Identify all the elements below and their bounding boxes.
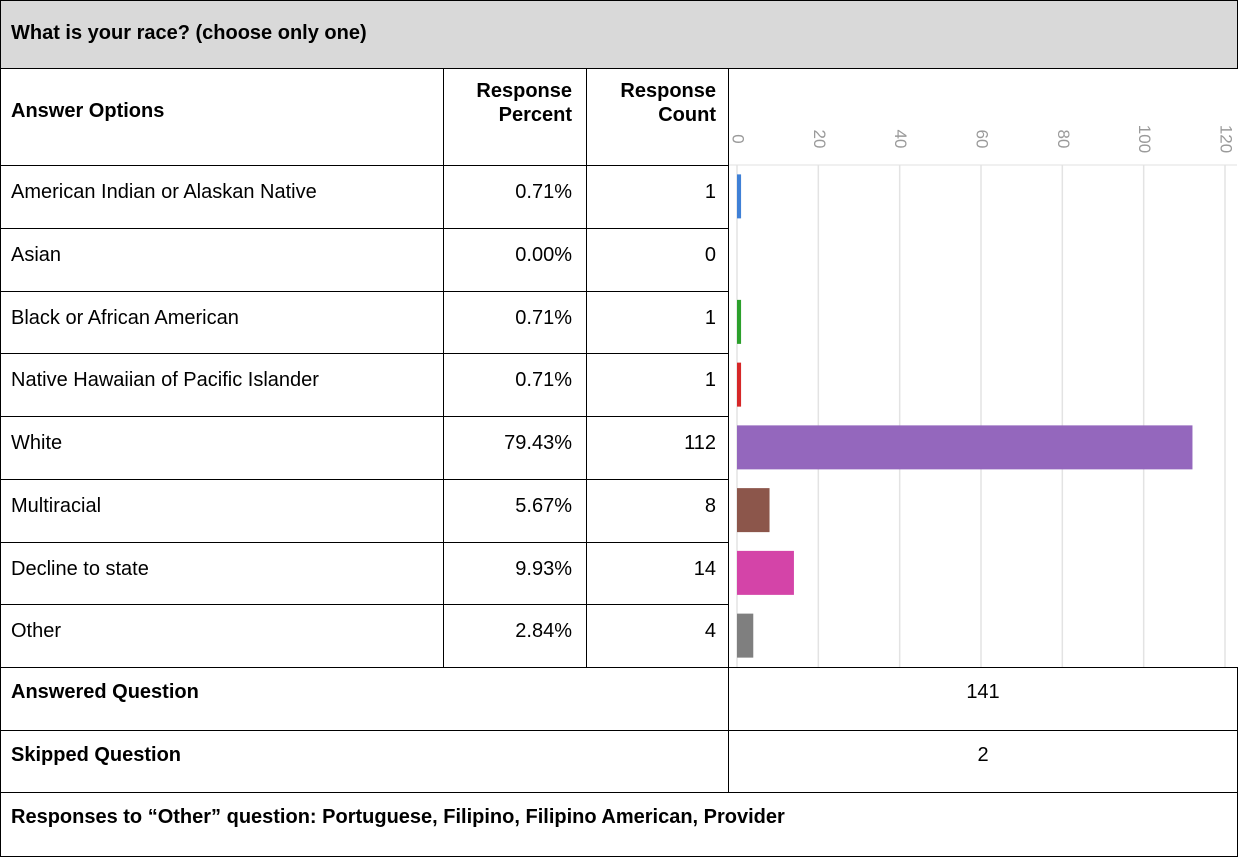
option-cell-text: White [11,432,63,454]
option-cell-text: Multiracial [11,495,102,517]
option-cell: Native Hawaiian of Pacific Islander [0,353,444,417]
count-cell: 14 [586,542,729,605]
summary-label-text: Answered Question [11,681,199,703]
percent-cell: 0.00% [443,228,587,292]
x-tick-label: 80 [1054,130,1073,149]
option-cell-text: Decline to state [11,558,149,580]
x-tick-label: 40 [891,130,910,149]
count-cell: 1 [586,353,729,417]
bar-chart: 0 20 40 60 80 100 120 [729,125,1237,667]
percent-cell: 0.71% [443,291,587,354]
title: What is your race? (choose only one) [0,0,1238,69]
note-text: Responses to “Other” question: Portugues… [11,806,785,828]
header: Answer Options [0,68,444,166]
bar [737,299,742,344]
count-cell: 8 [586,479,729,543]
count-cell-text: 1 [704,307,716,329]
summary-value: 2 [728,730,1238,793]
percent-cell: 5.67% [443,479,587,543]
summary-label-text: Skipped Question [11,744,182,766]
percent-cell-text: 79.43% [504,432,572,454]
header: Response Percent [443,68,587,166]
percent-cell-text: 2.84% [515,620,572,642]
bar [737,488,770,533]
percent-cell: 79.43% [443,416,587,480]
option-cell: Asian [0,228,444,292]
option-cell: Decline to state [0,542,444,605]
count-cell-text: 1 [704,369,716,391]
header: Response Count [586,68,729,166]
option-cell: Black or African American [0,291,444,354]
summary-label: Answered Question [0,667,729,731]
percent-cell: 0.71% [443,165,587,229]
summary-value-text: 2 [977,744,989,766]
header-text: Response Percent [476,80,572,126]
percent-cell: 2.84% [443,604,587,668]
x-tick-label: 20 [810,130,829,149]
option-cell: American Indian or Alaskan Native [0,165,444,229]
count-cell-text: 14 [693,558,716,580]
summary-value: 141 [728,667,1238,731]
title-text: What is your race? (choose only one) [11,22,367,44]
count-cell-text: 4 [704,620,716,642]
header-text: Response Count [620,80,716,126]
count-cell-text: 1 [704,181,716,203]
header-text: Answer Options [11,100,165,122]
option-cell-text: American Indian or Alaskan Native [11,181,317,203]
percent-cell: 0.71% [443,353,587,417]
note: Responses to “Other” question: Portugues… [0,792,1238,857]
x-tick-label: 0 [729,134,748,143]
bar [737,174,742,219]
count-cell-text: 8 [704,495,716,517]
bar [737,425,1193,470]
summary-value-text: 141 [966,681,1000,703]
chart-cell [728,68,1238,668]
option-cell: White [0,416,444,480]
option-cell-text: Native Hawaiian of Pacific Islander [11,369,319,391]
percent-cell-text: 0.71% [515,369,572,391]
option-cell-text: Black or African American [11,307,239,329]
count-cell: 1 [586,291,729,354]
option-cell-text: Asian [11,244,62,266]
count-cell-text: 0 [704,244,716,266]
bar [737,362,742,407]
percent-cell-text: 0.71% [515,181,572,203]
percent-cell-text: 9.93% [515,558,572,580]
bar [737,613,754,658]
count-cell: 1 [586,165,729,229]
count-cell-text: 112 [684,432,716,454]
count-cell: 112 [586,416,729,480]
percent-cell-text: 5.67% [515,495,572,517]
count-cell: 4 [586,604,729,668]
summary-label: Skipped Question [0,730,729,793]
option-cell-text: Other [11,620,62,642]
percent-cell-text: 0.00% [515,244,572,266]
bar [737,550,794,595]
percent-cell: 9.93% [443,542,587,605]
x-tick-label: 60 [973,130,992,149]
percent-cell-text: 0.71% [515,307,572,329]
option-cell: Multiracial [0,479,444,543]
x-tick-label: 100 [1135,125,1154,153]
count-cell: 0 [586,228,729,292]
option-cell: Other [0,604,444,668]
x-tick-label: 120 [1217,125,1236,153]
